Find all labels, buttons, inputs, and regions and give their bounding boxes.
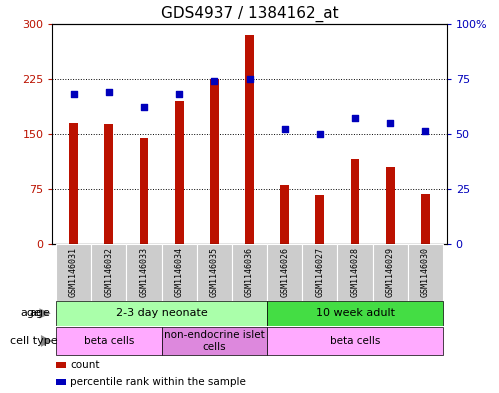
Text: GSM1146030: GSM1146030 [421,247,430,297]
Text: GSM1146027: GSM1146027 [315,247,324,297]
Bar [56,244,91,301]
Text: count: count [70,360,100,370]
Text: GSM1146033: GSM1146033 [139,247,148,297]
Bar [140,138,148,244]
Bar [337,244,373,301]
Bar [91,244,126,301]
Bar [267,327,443,355]
Point [175,91,183,97]
Text: age: age [20,309,41,318]
Bar [162,244,197,301]
Polygon shape [39,308,51,318]
Text: percentile rank within the sample: percentile rank within the sample [70,377,246,387]
Bar [373,244,408,301]
Text: non-endocrine islet
cells: non-endocrine islet cells [164,330,264,352]
Text: cell type: cell type [10,336,57,346]
Text: GSM1146029: GSM1146029 [386,247,395,297]
Point [422,128,430,134]
Bar [315,195,324,244]
Bar [232,244,267,301]
Text: age: age [29,309,50,318]
Bar [408,244,443,301]
Bar [421,194,430,244]
Text: GSM1146028: GSM1146028 [351,247,360,297]
Text: beta cells: beta cells [83,336,134,346]
Text: GSM1146035: GSM1146035 [210,247,219,297]
Title: GDS4937 / 1384162_at: GDS4937 / 1384162_at [161,6,338,22]
Bar [280,185,289,244]
Bar [56,301,267,326]
Bar [197,244,232,301]
Text: GSM1146036: GSM1146036 [245,247,254,297]
Bar [56,362,66,368]
Polygon shape [41,335,52,347]
Point [140,104,148,110]
Bar [267,301,443,326]
Bar [162,327,267,355]
Bar [56,327,162,355]
Bar [386,167,395,244]
Text: 2-3 day neonate: 2-3 day neonate [116,309,208,318]
Bar [351,159,359,244]
Text: GSM1146026: GSM1146026 [280,247,289,297]
Point [386,119,394,126]
Point [316,130,324,137]
Point [210,78,218,84]
Bar [104,124,113,244]
Point [246,75,253,82]
Bar [126,244,162,301]
Text: GSM1146034: GSM1146034 [175,247,184,297]
Point [281,126,289,132]
Bar [175,101,184,244]
Point [69,91,77,97]
Bar [56,379,66,385]
Text: beta cells: beta cells [330,336,380,346]
Point [351,115,359,121]
Bar [245,35,254,244]
Bar [210,79,219,244]
Text: GSM1146031: GSM1146031 [69,247,78,297]
Bar [267,244,302,301]
Point [105,89,113,95]
Bar [69,123,78,244]
Text: GSM1146032: GSM1146032 [104,247,113,297]
Text: 10 week adult: 10 week adult [315,309,395,318]
Bar [302,244,337,301]
